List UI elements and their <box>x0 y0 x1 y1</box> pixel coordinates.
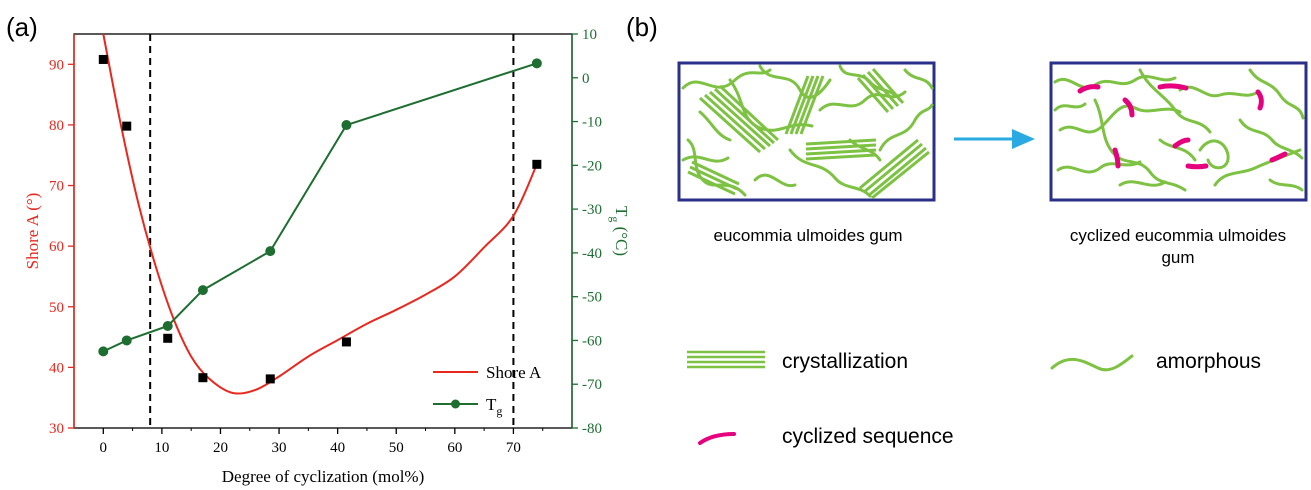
chart-legend: Shore A Tg <box>433 363 542 418</box>
left-tick-label: 30 <box>49 421 64 437</box>
eucommia-gum-diagram: eucommia ulmoides gum <box>677 61 936 245</box>
right-box-caption-line1: cyclized eucommia ulmoides <box>1070 226 1286 245</box>
legend-shore-label: Shore A <box>486 363 542 382</box>
panel-b-label: (b) <box>626 12 658 42</box>
legend-tg-label: Tg <box>486 395 502 418</box>
right-axis-title: Tg (°C) <box>608 206 631 256</box>
right-tick-label: -20 <box>582 158 602 174</box>
schematic-panel: (b) <box>626 12 1308 448</box>
right-axis-title-main: T <box>612 206 631 217</box>
tg-series-line <box>102 62 538 353</box>
shore-a-point <box>198 373 208 383</box>
x-axis-ticks: 0 10 20 30 40 50 60 70 <box>100 428 544 456</box>
left-axis-title: Shore A (°) <box>23 193 42 270</box>
panel-a-label: (a) <box>6 12 38 42</box>
tg-point <box>121 335 132 346</box>
x-tick-label: 60 <box>447 440 462 456</box>
left-tick-label: 70 <box>49 179 64 195</box>
crystallization-label: crystallization <box>782 350 908 373</box>
x-tick-label: 40 <box>330 440 345 456</box>
shore-a-point <box>98 54 108 64</box>
x-tick-label: 70 <box>506 440 521 456</box>
amorphous-icon <box>1050 354 1134 372</box>
right-tick-label: -80 <box>582 421 602 437</box>
x-axis-title: Degree of cyclization (mol%) <box>222 467 425 486</box>
right-tick-label: 10 <box>582 27 597 43</box>
left-crystalline-bundles <box>687 68 930 200</box>
right-tick-label: -30 <box>582 202 602 218</box>
right-axis-title-sub: g <box>608 216 622 222</box>
left-box-caption: eucommia ulmoides gum <box>714 226 903 245</box>
legend-tg-main: T <box>486 395 497 414</box>
schematic-legend: crystallization amorphous cyclized seque… <box>687 350 1261 448</box>
cyclized-sequence-label: cyclized sequence <box>782 425 954 448</box>
shore-a-point <box>163 333 173 343</box>
crystallization-icon <box>687 350 765 369</box>
shore-a-point <box>122 121 132 131</box>
x-tick-label: 50 <box>389 440 404 456</box>
right-tick-label: -40 <box>582 246 602 262</box>
left-tick-label: 50 <box>49 300 64 316</box>
left-tick-label: 80 <box>49 118 64 134</box>
transformation-arrow <box>954 129 1035 149</box>
tg-point <box>197 285 208 296</box>
right-tick-label: -60 <box>582 333 602 349</box>
tg-point <box>162 320 173 331</box>
right-box-caption-line2: gum <box>1161 248 1194 267</box>
right-tick-label: -10 <box>582 115 602 131</box>
right-tick-label: 0 <box>582 71 590 87</box>
right-axis-ticks: -80 -70 -60 -50 -40 -30 -20 -10 0 10 <box>572 27 602 437</box>
cyclized-sequence-icon <box>698 432 736 445</box>
shore-a-point <box>532 159 542 169</box>
amorphous-label: amorphous <box>1156 350 1261 373</box>
tg-point <box>98 346 109 357</box>
tg-point <box>341 120 352 131</box>
shore-a-point <box>265 374 275 384</box>
tg-points <box>98 58 542 357</box>
legend-tg-marker <box>451 399 460 409</box>
left-tick-label: 90 <box>49 57 64 73</box>
cyclized-gum-diagram: cyclized eucommia ulmoides gum <box>1049 61 1308 267</box>
right-tick-label: -50 <box>582 290 602 306</box>
x-tick-label: 0 <box>100 440 108 456</box>
legend-tg-sub: g <box>496 404 502 418</box>
x-tick-label: 30 <box>272 440 287 456</box>
right-tick-label: -70 <box>582 377 602 393</box>
left-tick-label: 40 <box>49 360 64 376</box>
tg-point <box>531 58 542 69</box>
x-tick-label: 20 <box>213 440 228 456</box>
left-tick-label: 60 <box>49 239 64 255</box>
shore-a-point <box>341 337 351 347</box>
shore-a-fit-curve <box>102 33 538 395</box>
left-axis-ticks: 30 40 50 60 70 80 90 <box>49 57 74 437</box>
chart-panel: (a) 0 10 20 30 40 50 60 70 30 40 50 60 70 80 90 -80 -7… <box>6 12 631 486</box>
right-axis-title-unit: (°C) <box>612 222 631 256</box>
shore-a-points <box>98 54 542 384</box>
reference-lines <box>149 34 515 428</box>
tg-point <box>265 246 276 257</box>
right-cyclized-sequences <box>1077 83 1288 170</box>
x-tick-label: 10 <box>154 440 169 456</box>
